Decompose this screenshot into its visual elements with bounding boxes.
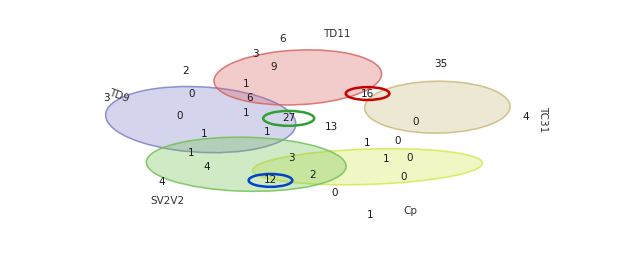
Text: 1: 1	[264, 127, 270, 137]
Text: TD9: TD9	[107, 88, 130, 104]
Text: 2: 2	[182, 66, 189, 76]
Ellipse shape	[106, 87, 296, 153]
Ellipse shape	[253, 149, 482, 185]
Text: 1: 1	[364, 138, 371, 148]
Text: 0: 0	[331, 188, 337, 198]
Text: 4: 4	[158, 177, 164, 187]
Text: TC31: TC31	[538, 106, 549, 133]
Text: 0: 0	[394, 136, 401, 146]
Text: 4: 4	[522, 112, 528, 122]
Text: 35: 35	[434, 59, 447, 69]
Text: 1: 1	[367, 210, 374, 220]
Text: 1: 1	[243, 79, 250, 89]
Text: 6: 6	[279, 34, 286, 44]
Text: 0: 0	[176, 111, 183, 121]
Text: 2: 2	[310, 171, 316, 180]
Text: 0: 0	[188, 88, 195, 98]
Text: 12: 12	[264, 175, 277, 185]
Text: TD11: TD11	[324, 29, 351, 39]
Text: 16: 16	[361, 88, 374, 98]
Text: 0: 0	[407, 153, 413, 163]
Text: 0: 0	[413, 117, 420, 127]
Text: SV2V2: SV2V2	[150, 196, 185, 206]
Text: 3: 3	[252, 49, 258, 59]
Text: 3: 3	[288, 153, 295, 163]
Text: 27: 27	[282, 113, 295, 123]
Text: 0: 0	[401, 172, 407, 182]
Ellipse shape	[147, 137, 346, 191]
Text: 9: 9	[270, 63, 277, 73]
Ellipse shape	[214, 50, 382, 105]
Text: 13: 13	[325, 122, 337, 132]
Text: 4: 4	[204, 162, 210, 172]
Text: 3: 3	[104, 93, 110, 103]
Text: Cp: Cp	[403, 206, 417, 216]
Text: 1: 1	[188, 148, 195, 158]
Text: 1: 1	[382, 154, 389, 164]
Ellipse shape	[365, 81, 510, 133]
Text: 6: 6	[246, 93, 253, 103]
Text: 1: 1	[243, 109, 250, 118]
Text: 1: 1	[200, 129, 207, 139]
